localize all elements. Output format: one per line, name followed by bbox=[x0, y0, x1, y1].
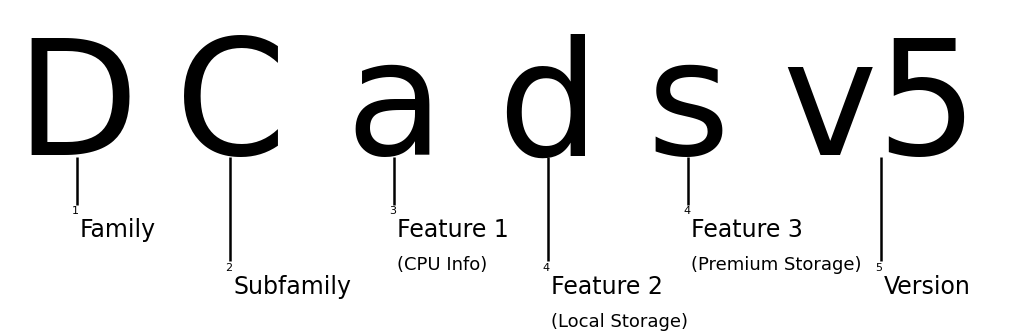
Text: a: a bbox=[345, 33, 443, 188]
Text: Family: Family bbox=[80, 218, 156, 242]
Text: Feature 1: Feature 1 bbox=[397, 218, 509, 242]
Text: 3: 3 bbox=[389, 206, 396, 216]
Text: D: D bbox=[15, 33, 138, 188]
Text: 2: 2 bbox=[225, 263, 232, 273]
Text: s: s bbox=[646, 33, 730, 188]
Text: 4: 4 bbox=[683, 206, 690, 216]
Text: C: C bbox=[174, 33, 287, 188]
Text: Feature 2: Feature 2 bbox=[551, 275, 663, 299]
Text: (CPU Info): (CPU Info) bbox=[397, 256, 487, 274]
Text: v5: v5 bbox=[782, 33, 979, 188]
Text: Feature 3: Feature 3 bbox=[691, 218, 803, 242]
Text: 4: 4 bbox=[543, 263, 550, 273]
Text: 1: 1 bbox=[72, 206, 79, 216]
Text: d: d bbox=[497, 33, 599, 188]
Text: Subfamily: Subfamily bbox=[233, 275, 351, 299]
Text: (Local Storage): (Local Storage) bbox=[551, 313, 688, 331]
Text: 5: 5 bbox=[876, 263, 883, 273]
Text: Version: Version bbox=[884, 275, 971, 299]
Text: (Premium Storage): (Premium Storage) bbox=[691, 256, 862, 274]
